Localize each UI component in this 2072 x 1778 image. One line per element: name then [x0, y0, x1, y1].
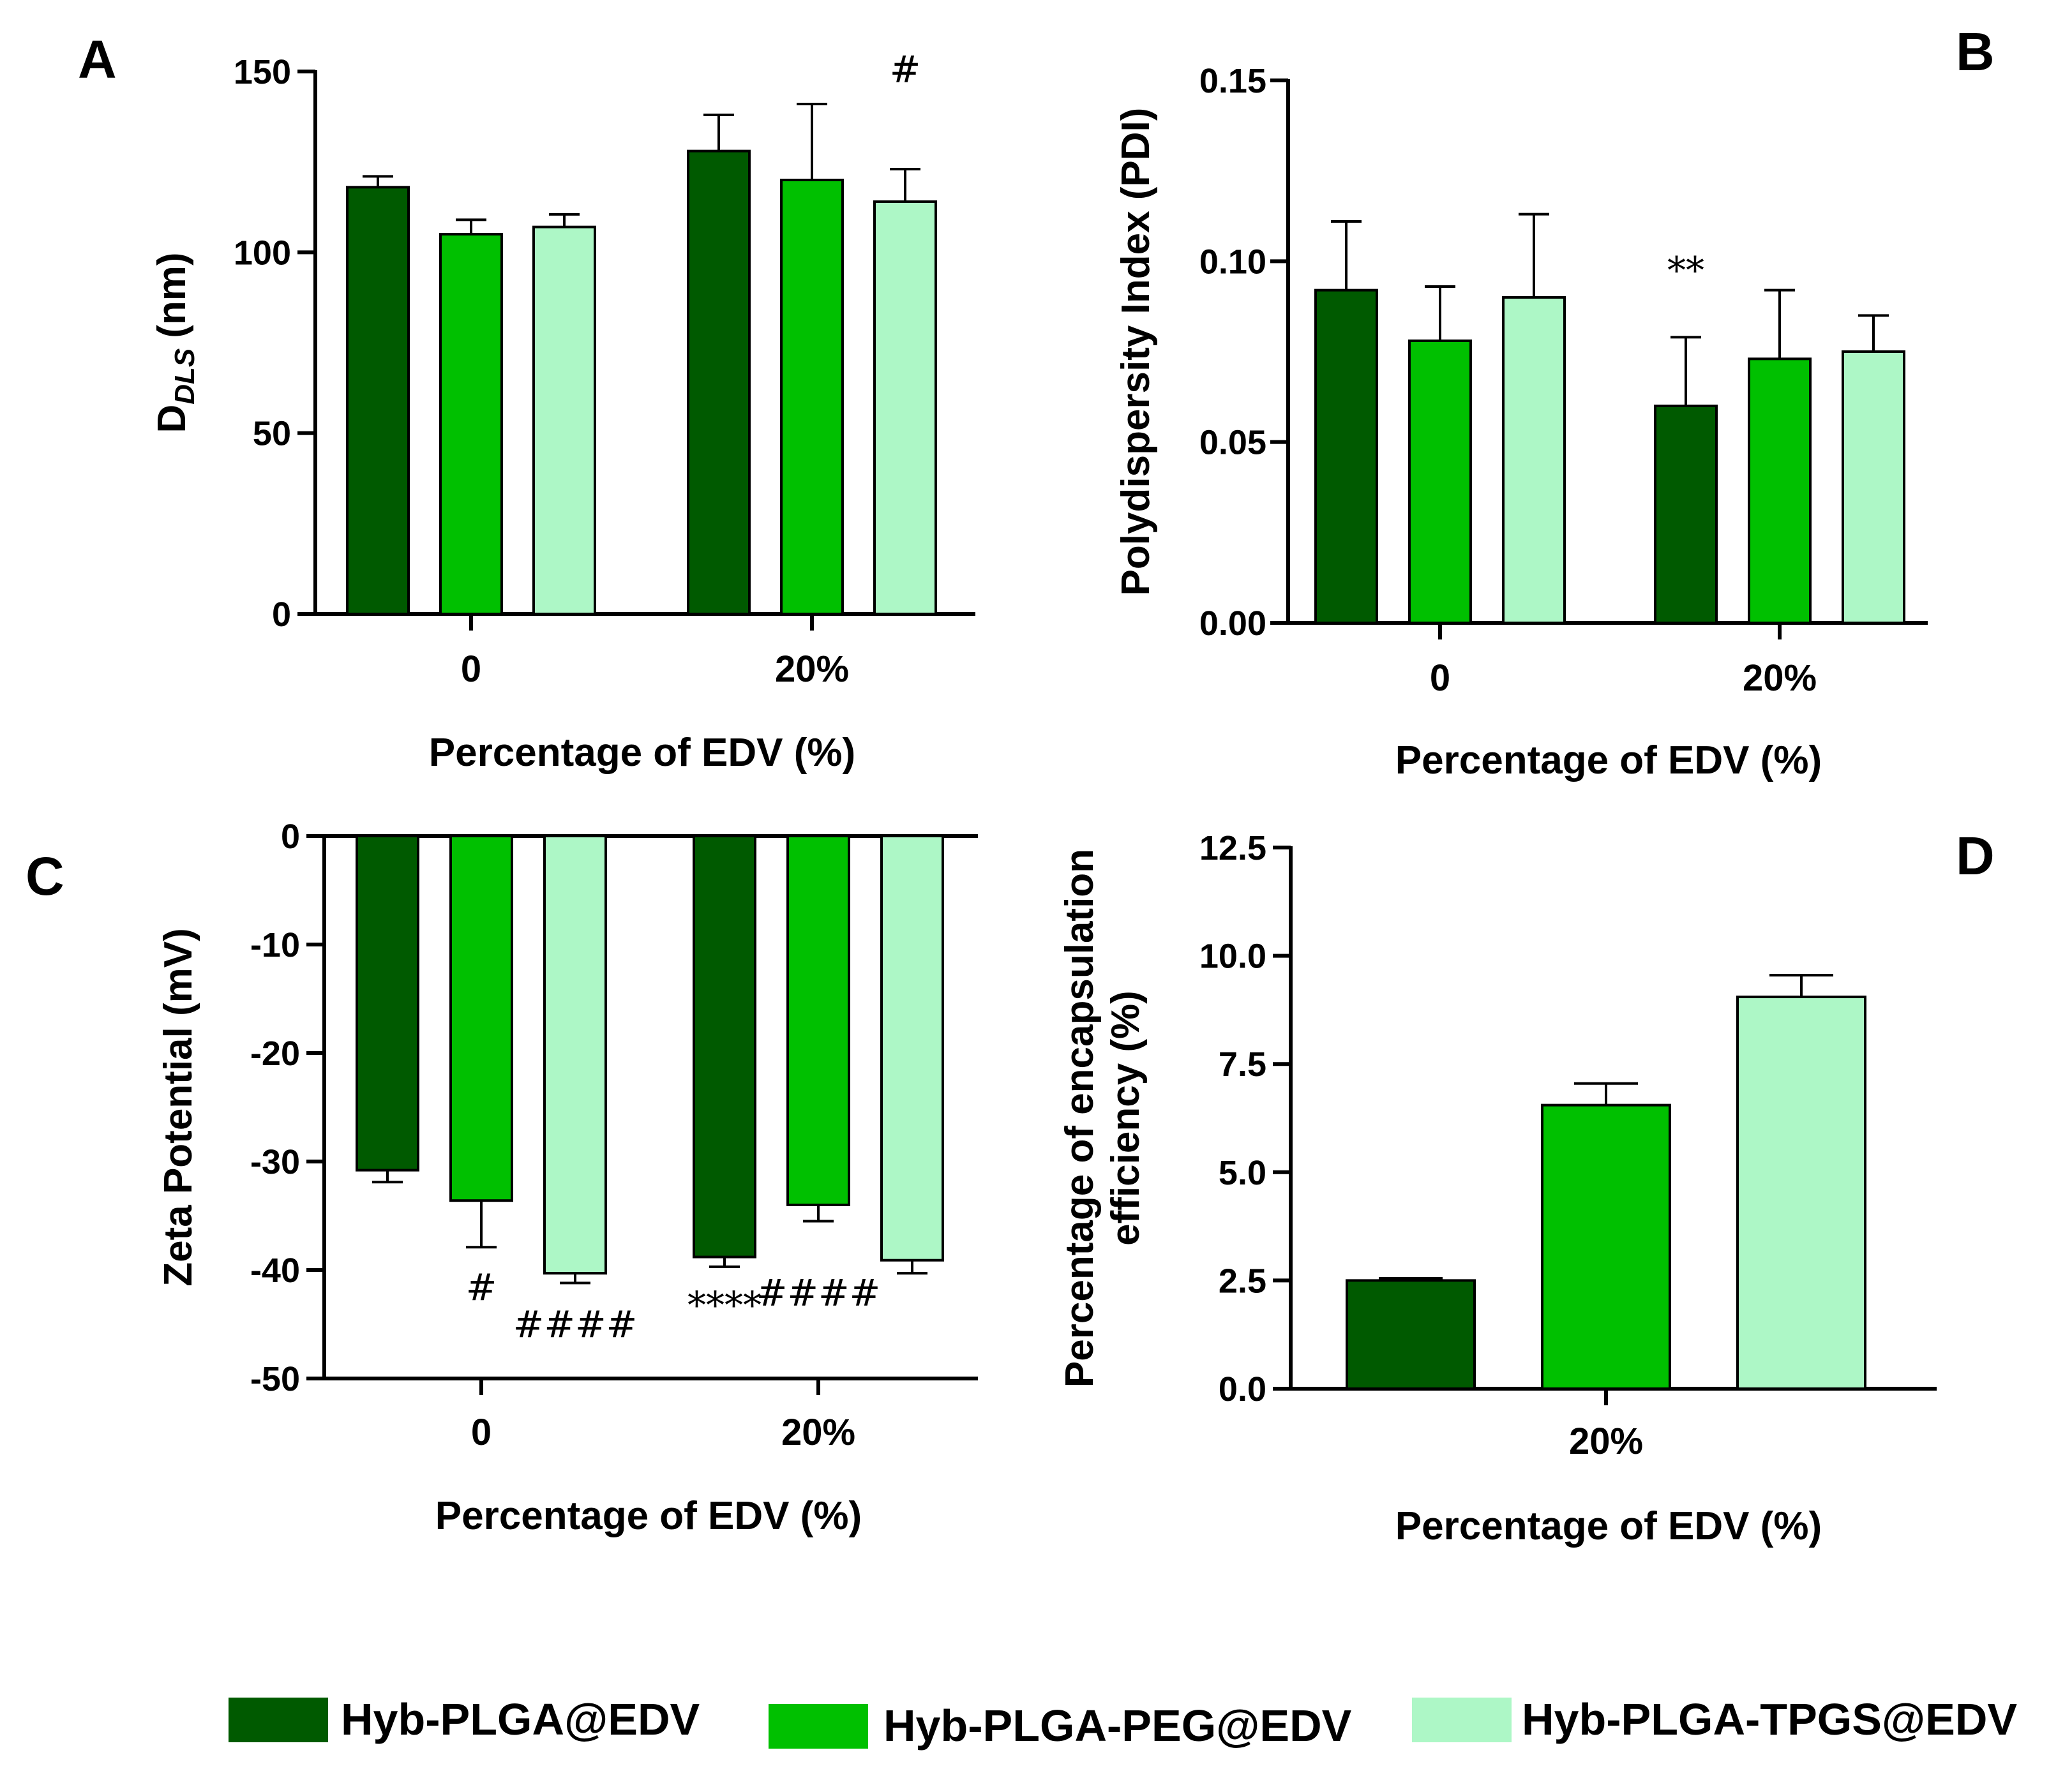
bar: [1408, 340, 1472, 624]
significance-annotation: **: [1667, 248, 1704, 292]
x-category-label: 0: [471, 1412, 492, 1453]
x-axis-title: Percentage of EDV (%): [429, 731, 855, 775]
y-tick-label: -30: [250, 1143, 300, 1181]
bar: [356, 835, 419, 1172]
y-tick-label: 10.0: [1199, 938, 1266, 976]
y-tick-label: -50: [250, 1360, 300, 1398]
x-category-label: 0: [1430, 657, 1450, 699]
x-category-label: 20%: [1743, 657, 1817, 699]
y-axis-title-subscript: DLS: [169, 348, 200, 405]
panel-letter-a: A: [78, 29, 117, 89]
panel-b: B 0.00 0.05 0.10 0.15 0 20% ** Percentage of ED…: [1114, 22, 1995, 782]
x-axis-title: Percentage of EDV (%): [1395, 1504, 1822, 1548]
significance-annotation: ####: [513, 1303, 637, 1346]
y-axis-title-main: D: [150, 405, 194, 433]
legend-swatch: [1412, 1698, 1512, 1742]
y-tick-label: 12.5: [1199, 829, 1266, 867]
legend-label: Hyb-PLGA-TPGS@EDV: [1522, 1694, 2017, 1744]
y-tick-label: 0.00: [1199, 604, 1266, 643]
y-tick-label: 50: [253, 415, 291, 453]
bar: [687, 149, 751, 615]
panel-letter-d: D: [1956, 826, 1995, 886]
bar: [1842, 350, 1905, 624]
legend-label: Hyb-PLGA-PEG@EDV: [883, 1701, 1352, 1751]
panel-letter-b: B: [1956, 22, 1995, 82]
y-tick-label: 0.05: [1199, 424, 1266, 462]
x-category-label: 20%: [775, 648, 849, 690]
y-tick-label: 7.5: [1219, 1045, 1266, 1084]
bar: [873, 200, 937, 615]
significance-annotation: #: [890, 48, 921, 91]
x-axis-title: Percentage of EDV (%): [435, 1494, 862, 1538]
y-tick-label: -10: [250, 926, 300, 964]
significance-annotation: ****: [687, 1283, 762, 1327]
y-axis-title-unit: (nm): [150, 252, 194, 338]
y-axis-title: DDLS (nm): [150, 252, 200, 433]
x-axis-title: Percentage of EDV (%): [1395, 738, 1822, 782]
y-axis-title-line: efficiency (%): [1104, 990, 1148, 1246]
y-tick-label: -20: [250, 1035, 300, 1073]
bar: [449, 835, 513, 1202]
x-category-label: 20%: [781, 1412, 855, 1453]
legend: Hyb-PLGA@EDV Hyb-PLGA-PEG@EDV Hyb-PLGA-TPG…: [229, 1694, 2017, 1751]
y-tick-label: 0.15: [1199, 62, 1266, 100]
y-tick-label: 100: [234, 234, 291, 272]
y-tick-label: -40: [250, 1251, 300, 1290]
bar: [786, 835, 850, 1206]
panel-a: A 0 50 100 150 0 20% # Percentage of EDV (%) DDL…: [78, 29, 975, 775]
panel-d: D 0.0 2.5 5.0 7.5 10.0 12.5 20% Percentage of E…: [1058, 826, 1995, 1548]
bar: [1502, 296, 1566, 624]
y-tick-label: 5.0: [1219, 1154, 1266, 1192]
bar: [1654, 405, 1718, 624]
bar: [780, 179, 844, 615]
y-tick-label: 0: [281, 818, 300, 856]
bar: [1314, 288, 1378, 624]
y-tick-label: 0.0: [1219, 1370, 1266, 1408]
y-axis-title: Polydispersity Index (PDI): [1114, 108, 1158, 596]
bar: [1346, 1279, 1476, 1391]
panel-c: C 0-10-20-30-40-500 20%##### ****####Perce…: [26, 818, 978, 1538]
significance-annotation: #: [466, 1266, 497, 1310]
y-tick-label: 150: [234, 53, 291, 91]
bar: [439, 233, 503, 615]
bar: [532, 225, 596, 615]
x-category-label: 0: [461, 648, 481, 690]
bar: [346, 186, 410, 616]
significance-annotation: ####: [756, 1271, 880, 1315]
y-axis-title: Zeta Potential (mV): [156, 928, 200, 1287]
bar: [1748, 357, 1812, 624]
x-category-label: 20%: [1569, 1421, 1643, 1462]
y-axis-title-line: Percentage of encapsulation: [1058, 849, 1102, 1387]
legend-swatch: [769, 1704, 868, 1749]
bar: [880, 835, 944, 1262]
y-tick-label: 0: [272, 595, 291, 634]
bar: [1541, 1103, 1671, 1390]
legend-swatch: [229, 1698, 328, 1742]
bar: [1736, 996, 1866, 1390]
legend-label: Hyb-PLGA@EDV: [341, 1694, 700, 1744]
bar: [543, 835, 607, 1275]
panel-letter-c: C: [26, 846, 64, 906]
y-tick-label: 0.10: [1199, 243, 1266, 281]
bar: [693, 835, 756, 1259]
y-tick-label: 2.5: [1219, 1262, 1266, 1300]
